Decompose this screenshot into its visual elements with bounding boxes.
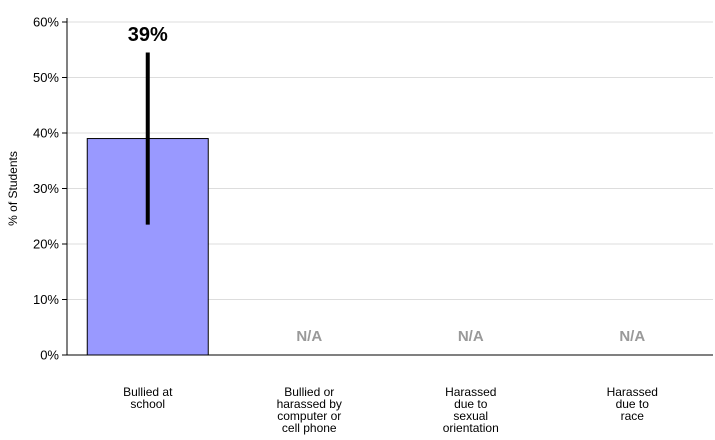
- na-label: N/A: [296, 328, 322, 345]
- y-tick-label: 0%: [40, 348, 59, 363]
- x-tick-label: Harassed due to race: [607, 385, 658, 423]
- na-label: N/A: [458, 328, 484, 345]
- y-tick-label: 30%: [33, 181, 59, 196]
- y-tick-label: 40%: [33, 126, 59, 141]
- data-label: 39%: [128, 24, 168, 46]
- data-labels: 39% N/A N/A N/A: [128, 24, 646, 345]
- category-labels: Bullied at school Bullied or harassed by com…: [123, 385, 658, 435]
- y-tick-label: 60%: [33, 15, 59, 30]
- y-tick-label: 10%: [33, 292, 59, 307]
- na-label: N/A: [619, 328, 645, 345]
- x-tick-label: Bullied or harassed by computer or cell pho…: [277, 385, 342, 435]
- x-tick-label: Bullied at school: [123, 385, 173, 411]
- y-tick-label: 50%: [33, 70, 59, 85]
- y-tick-label: 20%: [33, 237, 59, 252]
- x-tick-label: Harassed due to sexual orientation: [443, 385, 499, 435]
- y-axis-label: % of Students: [6, 151, 20, 226]
- y-axis-ticks: 0% 10% 20% 30% 40% 50% 60%: [33, 15, 67, 363]
